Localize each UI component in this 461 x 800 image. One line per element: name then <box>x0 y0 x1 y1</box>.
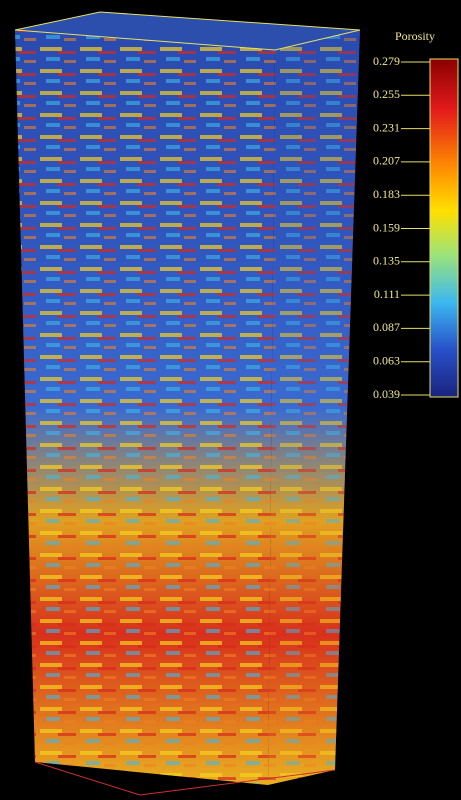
tick-label: 0.279 <box>373 54 400 68</box>
tick-label: 0.111 <box>374 287 400 301</box>
colorbar <box>429 58 459 398</box>
tick-label: 0.159 <box>373 220 400 234</box>
tick-label: 0.087 <box>373 320 400 334</box>
block-side-strata <box>268 30 360 785</box>
tick-label: 0.207 <box>373 154 400 168</box>
block-top <box>15 12 360 50</box>
block-base <box>34 761 336 796</box>
tick-label: 0.183 <box>373 187 400 201</box>
block-outline <box>14 11 361 51</box>
tick-label: 0.231 <box>373 120 400 134</box>
colorbar-title: Porosity <box>395 29 435 43</box>
tick-label: 0.135 <box>373 254 400 268</box>
tick-label: 0.063 <box>373 353 400 367</box>
tick-label: 0.039 <box>373 387 400 401</box>
block-front-strata <box>15 30 275 785</box>
tick-label: 0.255 <box>373 87 400 101</box>
